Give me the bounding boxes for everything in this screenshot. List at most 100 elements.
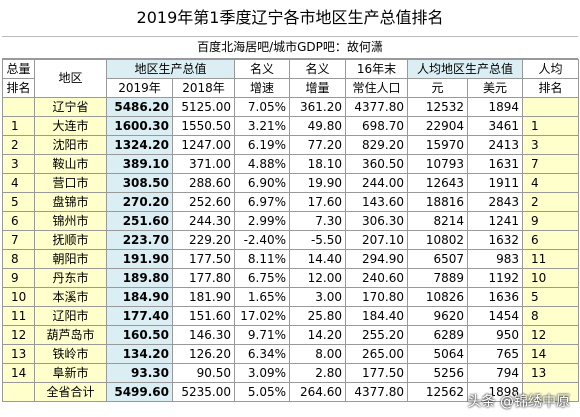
table-cell: 8.11% bbox=[234, 249, 291, 269]
table-cell: 698.70 bbox=[345, 116, 409, 136]
table-cell bbox=[2, 382, 35, 402]
table-row: 2 沈阳市 1324.20 1247.00 6.19% 77.20 829.20 15970 2… bbox=[2, 135, 580, 155]
table-cell: 8 bbox=[2, 249, 35, 269]
table-row: 12 葫芦岛市 160.50 146.30 9.71% 14.20 255.20 6289 95… bbox=[2, 325, 580, 345]
table-cell: 11 bbox=[2, 306, 35, 326]
table-cell: 255.20 bbox=[345, 325, 409, 345]
table-cell: 306.30 bbox=[345, 211, 409, 231]
table-cell: 177.80 bbox=[171, 268, 236, 288]
table-cell: 4 bbox=[2, 173, 35, 193]
table-cell: 371.00 bbox=[171, 154, 236, 174]
table-cell: 2843 bbox=[467, 192, 524, 212]
table-cell: 9 bbox=[522, 211, 580, 231]
table-cell: 146.30 bbox=[171, 325, 236, 345]
table-cell: 1600.30 bbox=[106, 116, 173, 136]
table-cell: 3 bbox=[2, 154, 35, 174]
table-cell: 6289 bbox=[407, 325, 469, 345]
header-cell: 名义 bbox=[289, 59, 347, 79]
table-cell: 9620 bbox=[407, 306, 469, 326]
table-cell: 4.88% bbox=[234, 154, 291, 174]
table: 总量 地区 地区生产总值 名义 名义 16年末 人均地区生产总值 人均 排名 2… bbox=[2, 59, 580, 402]
table-cell: 10793 bbox=[407, 154, 469, 174]
table-body: 辽宁省 5486.20 5125.00 7.05% 361.20 4377.80 12532… bbox=[2, 97, 580, 402]
table-cell bbox=[522, 97, 580, 117]
header-cell: 总量 bbox=[2, 59, 35, 79]
table-cell: 12562 bbox=[407, 382, 469, 402]
table-cell: 177.50 bbox=[345, 363, 409, 383]
table-row: 7 抚顺市 223.70 229.20 -2.40% -5.50 207.10 10802 16… bbox=[2, 230, 580, 250]
table-cell: 7889 bbox=[407, 268, 469, 288]
table-cell: 264.60 bbox=[289, 382, 347, 402]
table-cell: 3.21% bbox=[234, 116, 291, 136]
table-cell: 1192 bbox=[467, 268, 524, 288]
table-cell: 288.60 bbox=[171, 173, 236, 193]
table-cell: 184.90 bbox=[106, 287, 173, 307]
table-cell: 5256 bbox=[407, 363, 469, 383]
header-cell: 增速 bbox=[234, 78, 291, 98]
header-cell: 常住人口 bbox=[345, 78, 409, 98]
table-cell: 1 bbox=[2, 116, 35, 136]
table-cell: 铁岭市 bbox=[34, 344, 107, 364]
table-cell: 5 bbox=[2, 192, 35, 212]
table-cell: 252.60 bbox=[171, 192, 236, 212]
table-cell: 14 bbox=[522, 344, 580, 364]
table-cell: 270.20 bbox=[106, 192, 173, 212]
table-cell: 营口市 bbox=[34, 173, 107, 193]
table-cell bbox=[522, 382, 580, 402]
table-cell: 5064 bbox=[407, 344, 469, 364]
table-cell: 6507 bbox=[407, 249, 469, 269]
table-cell: 251.60 bbox=[106, 211, 173, 231]
table-row: 9 丹东市 189.80 177.80 6.75% 12.00 240.60 7889 1192… bbox=[2, 268, 580, 288]
table-cell: 17.02% bbox=[234, 306, 291, 326]
table-row: 辽宁省 5486.20 5125.00 7.05% 361.20 4377.80 12532… bbox=[2, 97, 580, 117]
header-cell: 2018年 bbox=[171, 78, 236, 98]
table-cell: 11 bbox=[522, 249, 580, 269]
table-cell: 4 bbox=[522, 173, 580, 193]
header-cell: 美元 bbox=[467, 78, 524, 98]
table-cell: 126.20 bbox=[171, 344, 236, 364]
header-cell: 排名 bbox=[522, 78, 580, 98]
table-cell: 沈阳市 bbox=[34, 135, 107, 155]
table-cell: 294.90 bbox=[345, 249, 409, 269]
table-cell: 8 bbox=[522, 306, 580, 326]
table-cell: 181.90 bbox=[171, 287, 236, 307]
table-cell bbox=[2, 97, 35, 117]
table-cell: 本溪市 bbox=[34, 287, 107, 307]
table-cell: 1.65% bbox=[234, 287, 291, 307]
table-cell: 6.34% bbox=[234, 344, 291, 364]
table-cell: -5.50 bbox=[289, 230, 347, 250]
header-cell: 名义 bbox=[234, 59, 291, 79]
table-cell: 1324.20 bbox=[106, 135, 173, 155]
table-cell: 151.60 bbox=[171, 306, 236, 326]
table-cell: 134.20 bbox=[106, 344, 173, 364]
table-cell: 14 bbox=[2, 363, 35, 383]
table-cell: 13 bbox=[2, 344, 35, 364]
table-cell: 葫芦岛市 bbox=[34, 325, 107, 345]
table-cell: 14.20 bbox=[289, 325, 347, 345]
table-cell: 12643 bbox=[407, 173, 469, 193]
table-cell: 辽宁省 bbox=[34, 97, 107, 117]
table-cell: 1898 bbox=[467, 382, 524, 402]
table-cell: 6 bbox=[2, 211, 35, 231]
table-cell: 朝阳市 bbox=[34, 249, 107, 269]
table-cell: 6 bbox=[522, 230, 580, 250]
table-cell: 4377.80 bbox=[345, 97, 409, 117]
table-cell: 1247.00 bbox=[171, 135, 236, 155]
table-cell: 950 bbox=[467, 325, 524, 345]
table-cell: 丹东市 bbox=[34, 268, 107, 288]
table-cell: 3.09% bbox=[234, 363, 291, 383]
header-cell: 排名 bbox=[2, 78, 35, 98]
table-cell: 244.00 bbox=[345, 173, 409, 193]
table-cell: 3 bbox=[522, 135, 580, 155]
table-cell: 191.90 bbox=[106, 249, 173, 269]
table-cell: 90.50 bbox=[171, 363, 236, 383]
table-cell: 5235.00 bbox=[171, 382, 236, 402]
table-cell: 5125.00 bbox=[171, 97, 236, 117]
table-cell: 8.00 bbox=[289, 344, 347, 364]
table-cell: 1 bbox=[522, 116, 580, 136]
table-cell: 2.80 bbox=[289, 363, 347, 383]
table-cell: 10802 bbox=[407, 230, 469, 250]
table-row: 6 锦州市 251.60 244.30 2.99% 7.30 306.30 8214 1241 9 bbox=[2, 211, 580, 231]
table-cell: 6.19% bbox=[234, 135, 291, 155]
